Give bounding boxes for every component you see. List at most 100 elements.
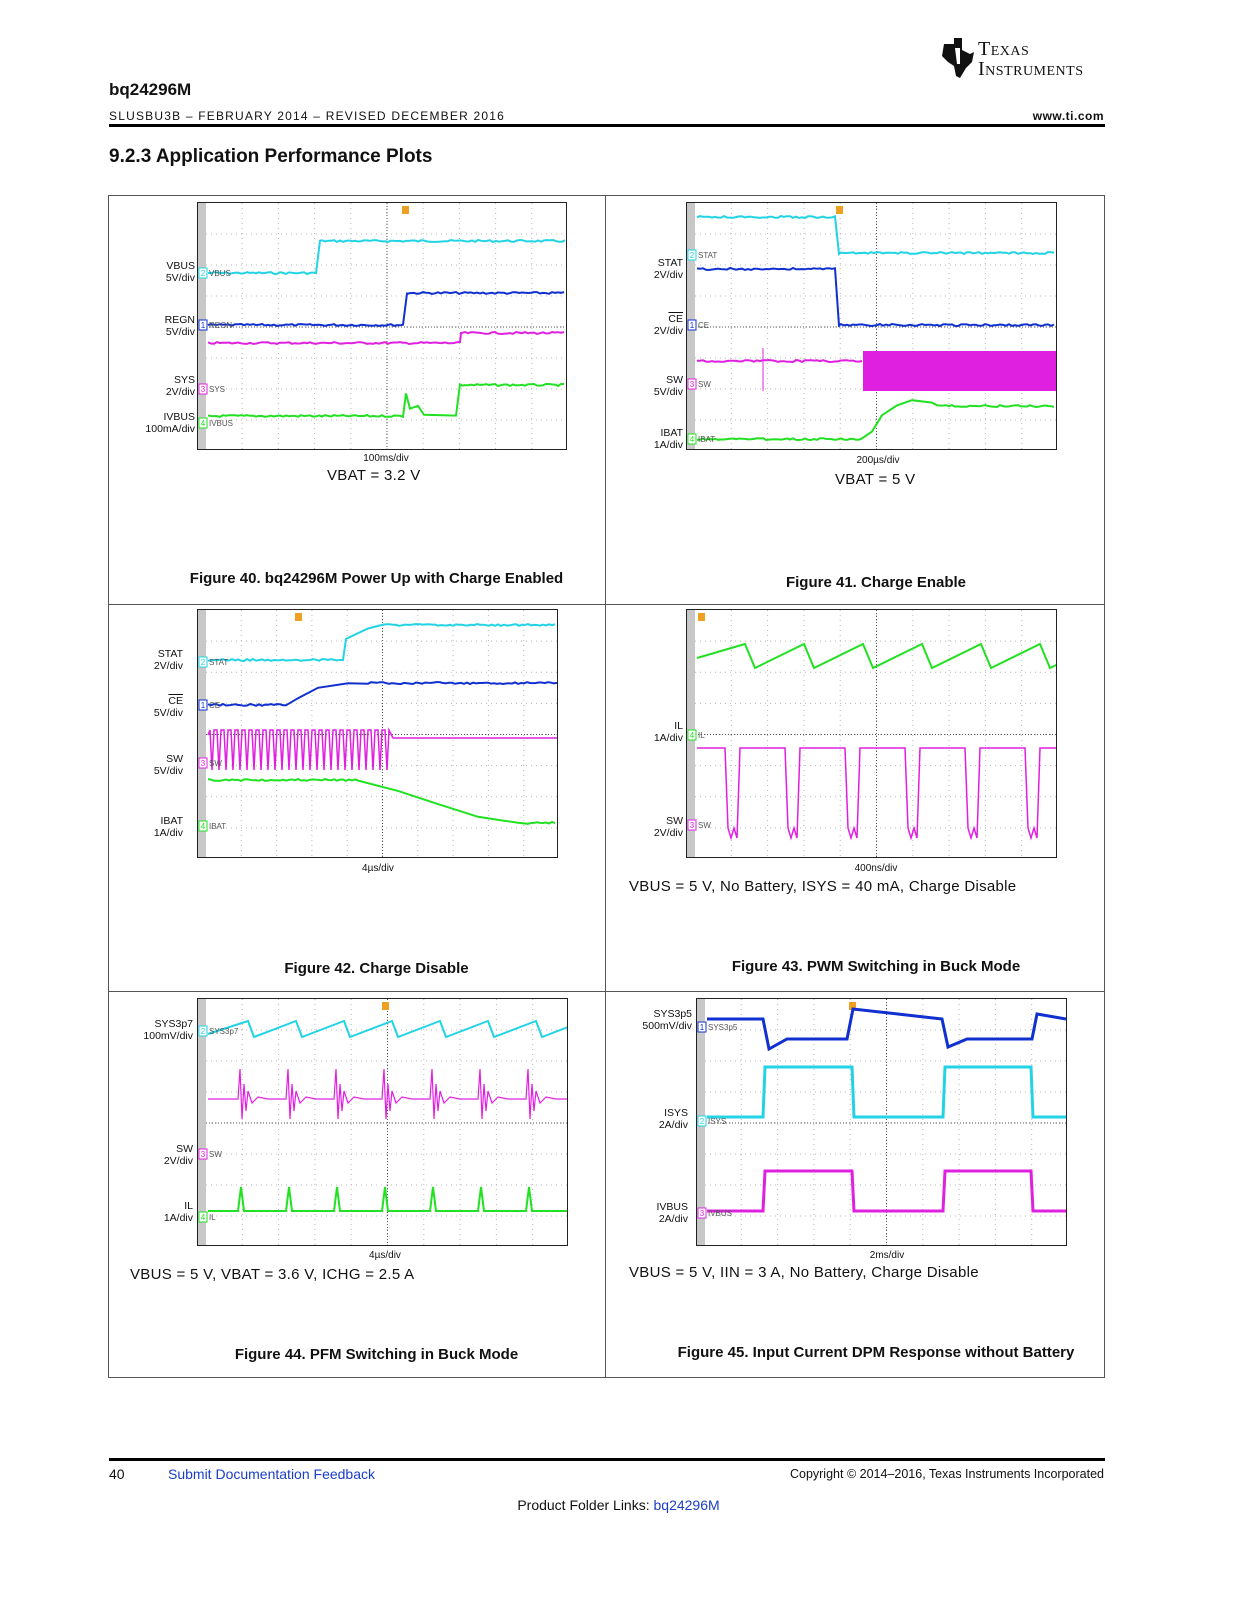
channel-label-isys: ISYS 2A/div [658, 1107, 688, 1131]
channel-marker-number: 4 [201, 1213, 206, 1222]
channel-tag: IVBUS [209, 419, 233, 428]
channel-marker-number: 4 [690, 731, 695, 740]
submit-feedback-link[interactable]: Submit Documentation Feedback [168, 1466, 375, 1482]
channel-marker [198, 1148, 208, 1160]
channel-marker-number: 1 [700, 1023, 705, 1032]
time-division: 200µs/div [856, 455, 900, 466]
channel-tag: IVBUS [708, 1209, 732, 1218]
folder-label: Product Folder Links: [517, 1497, 654, 1513]
scope-plot: 2 VBUS 1 REGN 3 SYS 4 IVBUS [197, 202, 567, 450]
test-condition: VBAT = 5 V [835, 471, 916, 488]
channel-marker-number: 4 [690, 435, 695, 444]
trace [696, 642, 1056, 670]
channel-marker-number: 2 [690, 251, 695, 260]
channel-marker-number: 3 [201, 1150, 206, 1159]
footer-rule [109, 1458, 1105, 1461]
trigger-marker [295, 613, 302, 621]
texas-state-icon [942, 38, 974, 78]
scope-traces: 4 IL 3 SW [687, 610, 1056, 857]
channel-label-sw: SW 5V/div [153, 753, 183, 777]
time-division: 400ns/div [854, 863, 898, 874]
trace [207, 238, 566, 276]
scope-traces: 2 STAT 1 CE 3 SW 4 IBAT [198, 610, 557, 857]
channel-marker-number: 4 [201, 419, 206, 428]
channel-marker-number: 4 [201, 822, 206, 831]
channel-label-sw: SW 2V/div [653, 815, 683, 839]
channel-tag: IL [698, 731, 705, 740]
trace [696, 214, 1055, 256]
channel-marker-number: 1 [690, 321, 695, 330]
trace [697, 747, 1056, 841]
channel-tag: STAT [209, 658, 228, 667]
scope-traces: 1 SYS3p5 2 ISYS 3 IVBUS [697, 999, 1066, 1245]
channel-label-sw: SW 5V/div [653, 374, 683, 398]
channel-marker [687, 729, 697, 741]
channel-marker [198, 267, 208, 279]
channel-tag: SW [209, 759, 222, 768]
trace [207, 777, 556, 825]
channel-marker-number: 3 [700, 1209, 705, 1218]
channel-label-ce: CE 5V/div [153, 695, 183, 719]
channel-label-ce: CE 2V/div [653, 313, 683, 337]
channel-label-sw: SW 2V/div [163, 1143, 193, 1167]
channel-tag: ISYS [708, 1117, 726, 1126]
channel-marker-number: 1 [201, 321, 206, 330]
channel-marker-number: 2 [201, 269, 206, 278]
channel-marker-number: 2 [201, 658, 206, 667]
figure-caption: Figure 40. bq24296M Power Up with Charge… [189, 570, 564, 587]
trigger-marker [698, 613, 705, 621]
trace [207, 622, 556, 663]
channel-tag: SW [698, 821, 711, 830]
header-rule [109, 124, 1105, 127]
channel-marker-number: 3 [201, 759, 206, 768]
trigger-marker [836, 206, 843, 214]
figure-caption: Figure 45. Input Current DPM Response wi… [677, 1344, 1075, 1361]
channel-tag: CE [209, 701, 220, 710]
channel-tag: SYS [209, 385, 225, 394]
figure-caption: Figure 43. PWM Switching in Buck Mode [731, 958, 1021, 975]
channel-marker-number: 3 [690, 821, 695, 830]
product-folder-link[interactable]: bq24296M [653, 1497, 720, 1513]
test-condition: VBAT = 3.2 V [327, 467, 421, 484]
trace [707, 1065, 1066, 1119]
ti-logo[interactable]: Texas Instruments [940, 36, 1110, 82]
scope-plot: 4 IL 3 SW [686, 609, 1057, 858]
channel-marker-number: 3 [201, 385, 206, 394]
channel-marker-number: 2 [201, 1027, 206, 1036]
channel-marker [198, 1211, 208, 1223]
channel-marker [198, 417, 208, 429]
channel-label-stat: STAT 2V/div [153, 648, 183, 672]
time-division: 4µs/div [362, 863, 394, 874]
trace [207, 680, 557, 707]
channel-marker [687, 319, 697, 331]
channel-marker-number: 2 [700, 1117, 705, 1126]
channel-tag: SYS3p5 [708, 1023, 738, 1032]
channel-marker [198, 699, 208, 711]
channel-marker [697, 1021, 707, 1033]
channel-tag: IBAT [698, 435, 715, 444]
channel-label-sys: SYS 2V/div [165, 374, 195, 398]
channel-marker [687, 378, 697, 390]
time-division: 4µs/div [369, 1250, 401, 1261]
scope-traces: 2 SYS3p7 3 SW 4 IL [198, 999, 567, 1245]
table-divider-row1 [108, 604, 1105, 605]
trigger-marker [849, 1002, 856, 1010]
section-title: 9.2.3 Application Performance Plots [109, 146, 433, 167]
table-divider-vertical [605, 195, 606, 1378]
channel-marker [198, 1025, 208, 1037]
channel-tag: VBUS [209, 269, 231, 278]
logo-text-line1: Texas [978, 38, 1030, 60]
channel-tag: SW [698, 380, 711, 389]
time-division: 2ms/div [869, 1250, 905, 1261]
time-division: 100ms/div [363, 453, 409, 464]
scope-plot: 2 STAT 1 CE 3 SW 4 IBAT [197, 609, 558, 858]
trace [208, 1068, 567, 1120]
test-condition: VBUS = 5 V, VBAT = 3.6 V, ICHG = 2.5 A [130, 1266, 415, 1283]
channel-tag: SYS3p7 [209, 1027, 239, 1036]
channel-marker [198, 820, 208, 832]
channel-marker [198, 656, 208, 668]
channel-tag: IL [209, 1213, 216, 1222]
channel-marker [697, 1207, 707, 1219]
channel-marker-number: 3 [690, 380, 695, 389]
website-link[interactable]: www.ti.com [1032, 109, 1104, 123]
